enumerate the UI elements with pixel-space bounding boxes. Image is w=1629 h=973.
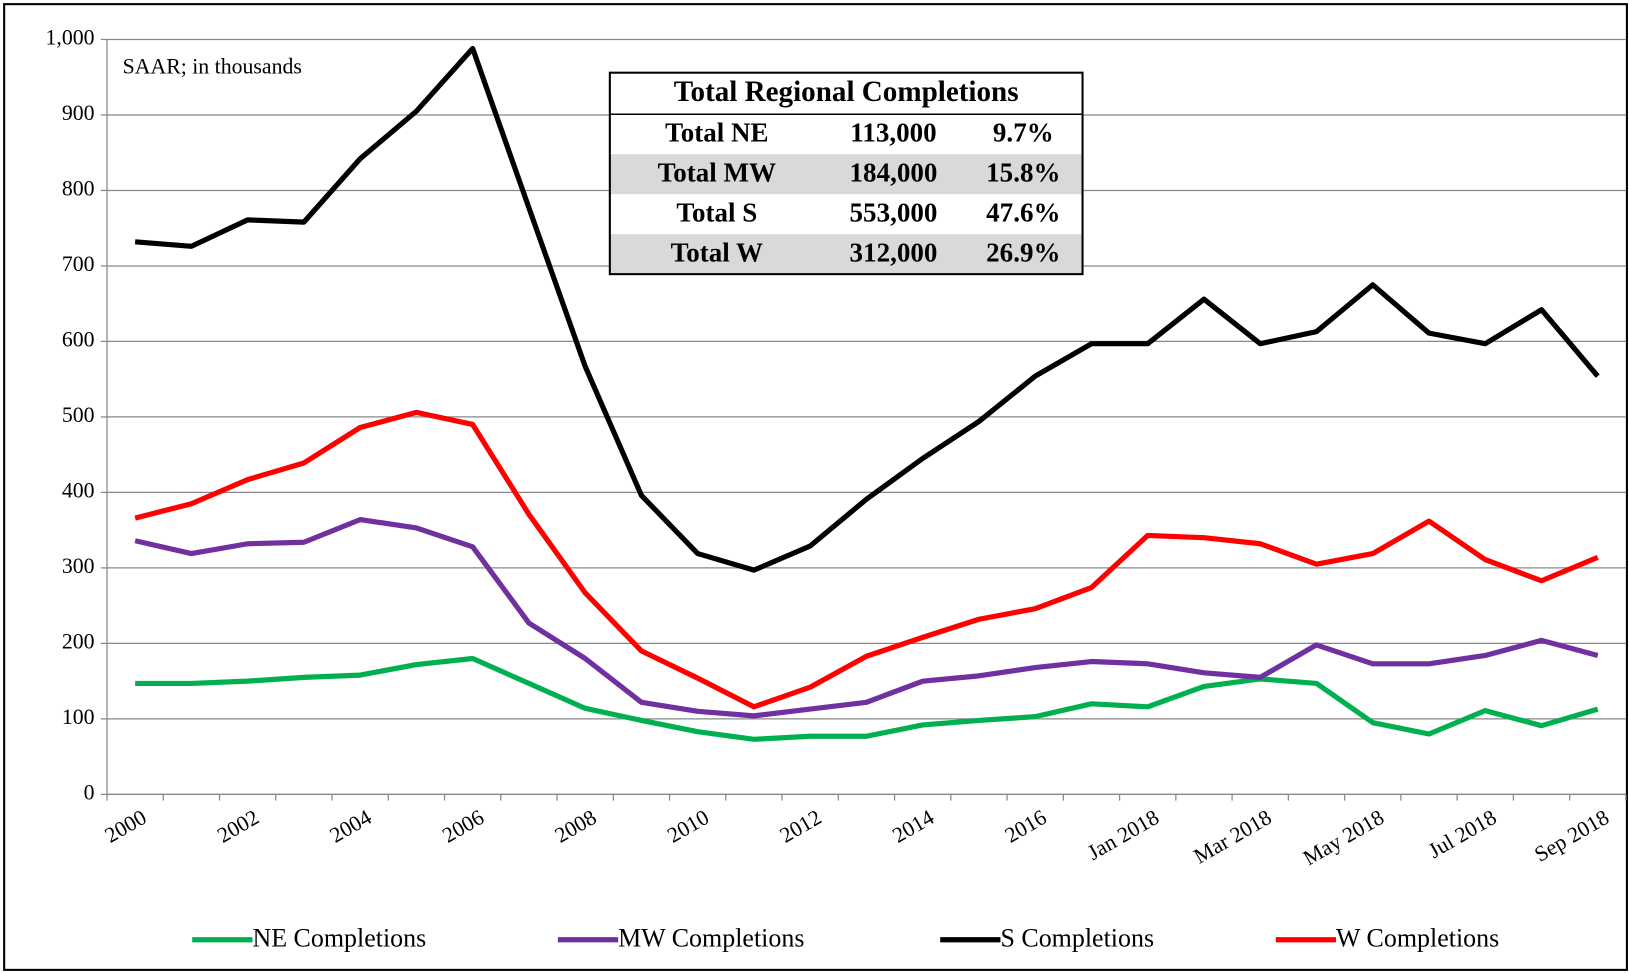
legend-label: NE Completions xyxy=(252,924,426,953)
table-cell: 312,000 xyxy=(850,237,938,267)
y-tick-label: 0 xyxy=(84,780,95,804)
y-tick-label: 600 xyxy=(62,327,95,351)
series-line xyxy=(134,45,1600,573)
y-tick-label: 200 xyxy=(62,629,95,653)
table-cell: Total NE xyxy=(665,117,768,147)
y-tick-label: 400 xyxy=(62,478,95,502)
table-cell: 9.7% xyxy=(993,117,1054,147)
legend-label: MW Completions xyxy=(618,924,804,953)
row-bg xyxy=(609,234,1083,275)
row-bg xyxy=(609,154,1083,195)
series-line xyxy=(134,409,1599,710)
y-tick-label: 100 xyxy=(62,705,95,729)
table-cell: 184,000 xyxy=(850,157,938,187)
y-tick-label: 800 xyxy=(62,176,95,200)
legend-label: S Completions xyxy=(1000,924,1154,953)
table-cell: 15.8% xyxy=(986,157,1060,187)
y-tick-label: 1,000 xyxy=(45,25,94,49)
table-title: Total Regional Completions xyxy=(674,76,1019,108)
table-cell: 553,000 xyxy=(850,197,938,227)
table-cell: Total MW xyxy=(658,157,776,187)
y-tick-label: 900 xyxy=(62,101,95,125)
table-cell: Total W xyxy=(671,237,763,267)
y-tick-label: 300 xyxy=(62,554,95,578)
summary-table: Total NE 113,000 9.7% Total MW 184,000 15.8% T… xyxy=(608,71,1084,276)
annotation: SAAR; in thousands xyxy=(123,55,302,79)
table-cell: 47.6% xyxy=(986,197,1060,227)
table-cell: 113,000 xyxy=(850,117,936,147)
y-tick-label: 700 xyxy=(62,252,95,276)
series-line xyxy=(134,517,1599,719)
table-border xyxy=(608,71,1084,276)
table-cell: 26.9% xyxy=(986,237,1060,267)
series-line xyxy=(135,655,1599,742)
legend-label: W Completions xyxy=(1336,924,1499,953)
y-tick-label: 500 xyxy=(62,403,95,427)
table-cell: Total S xyxy=(676,197,757,227)
